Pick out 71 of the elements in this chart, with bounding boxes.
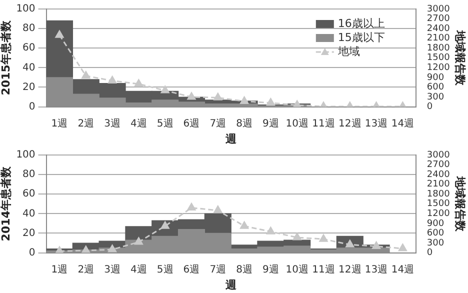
y2-axis-title: 地域報告数: [454, 175, 467, 232]
y2-tick-label: 900: [426, 72, 444, 83]
x-tick-label: 10週: [286, 264, 308, 276]
x-tick-label: 14週: [391, 264, 414, 276]
y-tick-label: 80: [22, 169, 36, 180]
y2-tick-label: 1800: [426, 189, 450, 200]
legend-label: 地域: [336, 44, 360, 58]
x-tick-label: 8週: [236, 264, 252, 276]
x-axis-title: 週: [224, 278, 238, 292]
y2-tick-label: 600: [426, 228, 444, 239]
y2-tick-label: 2100: [426, 34, 450, 44]
x-tick-label: 6週: [183, 118, 200, 130]
x-tick-label: 9週: [262, 264, 279, 276]
x-tick-label: 5週: [156, 264, 174, 276]
x-tick-label: 13週: [364, 264, 388, 276]
y2-tick-label: 3000: [426, 4, 450, 14]
y-tick-label: 80: [22, 23, 36, 34]
x-tick-label: 6週: [183, 264, 200, 276]
y2-tick-label: 1500: [426, 199, 450, 210]
x-tick-label: 12週: [338, 264, 362, 276]
x-tick-label: 3週: [104, 264, 120, 276]
y2-tick-label: 600: [426, 82, 444, 93]
x-tick-label: 12週: [338, 118, 362, 130]
y-tick-label: 60: [22, 42, 36, 54]
y-tick-label: 100: [16, 150, 36, 161]
x-tick-label: 4週: [130, 264, 147, 276]
y2-axis-title: 地域報告数: [454, 29, 467, 86]
x-tick-label: 10週: [286, 118, 308, 130]
y-tick-label: 40: [22, 208, 36, 220]
x-tick-label: 2週: [78, 118, 94, 130]
x-tick-label: 13週: [364, 118, 388, 130]
y-tick-label: 40: [22, 62, 36, 74]
y2-tick-label: 900: [426, 218, 444, 229]
legend-label: 16歳以上: [338, 16, 385, 30]
y2-tick-label: 2100: [426, 180, 450, 190]
y2-tick-label: 2700: [426, 14, 450, 24]
x-tick-label: 1週: [51, 118, 68, 130]
y-axis-title: 2014年患者数: [0, 166, 12, 242]
y2-tick-label: 1200: [426, 63, 450, 74]
y-tick-label: 60: [22, 188, 36, 200]
x-tick-label: 14週: [391, 118, 414, 130]
y2-tick-label: 1500: [426, 53, 450, 64]
x-tick-label: 4週: [130, 118, 147, 130]
x-tick-label: 2週: [78, 264, 94, 276]
y2-tick-label: 300: [426, 238, 444, 248]
y2-tick-label: 0: [426, 102, 433, 112]
x-tick-label: 8週: [236, 118, 252, 130]
y2-tick-label: 1800: [426, 43, 450, 54]
x-tick-label: 11週: [312, 264, 335, 276]
y-tick-label: 20: [22, 228, 36, 239]
x-axis-title: 週: [224, 132, 238, 146]
y2-tick-label: 2400: [426, 170, 450, 180]
x-tick-label: 5週: [156, 118, 174, 130]
y-tick-label: 0: [28, 101, 36, 112]
x-tick-label: 9週: [262, 118, 279, 130]
y2-tick-label: 300: [426, 92, 444, 102]
y2-tick-label: 1200: [426, 209, 450, 220]
x-tick-label: 11週: [312, 118, 335, 130]
y-axis-title: 2015年患者数: [0, 20, 12, 96]
y2-tick-label: 0: [426, 248, 433, 258]
y-tick-label: 100: [16, 4, 36, 15]
legend-label: 15歳以下: [338, 30, 385, 44]
y2-tick-label: 2700: [426, 160, 450, 170]
x-tick-label: 7週: [210, 118, 226, 130]
y2-tick-label: 3000: [426, 150, 450, 160]
x-tick-label: 7週: [210, 264, 226, 276]
y-tick-label: 0: [28, 247, 36, 258]
y2-tick-label: 2400: [426, 24, 450, 34]
x-tick-label: 1週: [51, 264, 68, 276]
x-tick-label: 3週: [104, 118, 120, 130]
y-tick-label: 20: [22, 82, 36, 93]
